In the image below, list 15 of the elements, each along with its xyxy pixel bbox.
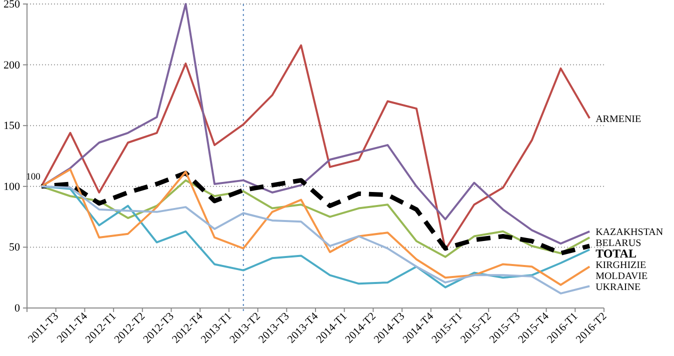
y-tick-label: 50 xyxy=(9,242,20,254)
y-tick-label: 100 xyxy=(4,180,20,193)
series-label: MOLDAVIE xyxy=(596,270,648,282)
series-label: KAZAKHSTAN xyxy=(596,226,664,238)
y-tick-label: 200 xyxy=(4,59,20,72)
series-label: BELARUS xyxy=(596,238,642,249)
series-label: TOTAL xyxy=(596,246,636,261)
annotation: 100 xyxy=(26,172,41,182)
series-label: ARMENIE xyxy=(596,114,642,125)
series-label: KIRGHIZIE xyxy=(596,260,646,271)
line-series xyxy=(40,168,591,286)
y-tick-label: 0 xyxy=(14,302,20,315)
y-tick-label: 150 xyxy=(4,120,20,132)
series-label: UKRAINE xyxy=(596,282,641,293)
y-tick-label: 250 xyxy=(4,0,20,11)
